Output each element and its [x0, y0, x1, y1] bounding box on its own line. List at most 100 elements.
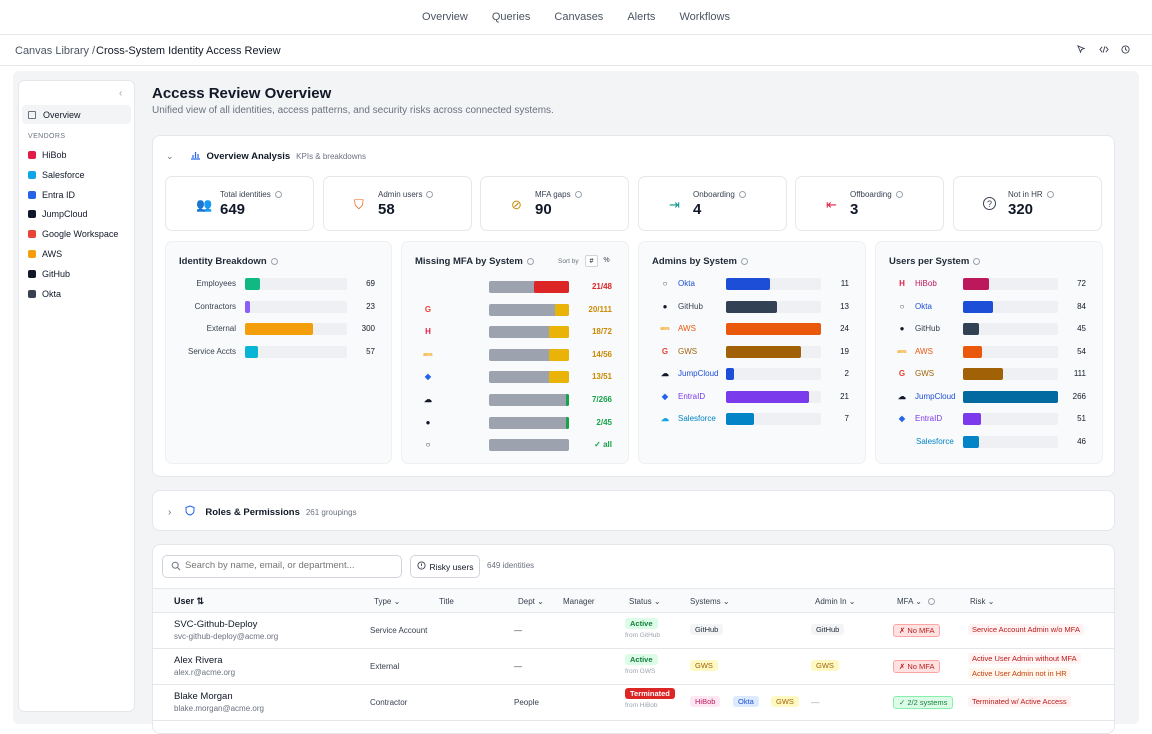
panel-title: Missing MFA by System [415, 256, 534, 267]
roles-count: 261 groupings [305, 507, 357, 517]
kpi-label: Not in HR [1008, 190, 1054, 199]
sidebar-item-aws[interactable]: AWS [28, 249, 62, 259]
system-label: AWS [678, 324, 696, 333]
admin-badge: GitHub [811, 624, 845, 635]
table-row[interactable]: Blake Morgan blake.morgan@acme.org Contrac… [153, 685, 1114, 721]
header-mfa[interactable]: MFA ⌄ [897, 597, 936, 606]
status-badge: Active [625, 654, 658, 665]
mfa-gap-value: 2/45 [596, 417, 612, 427]
kpi-label: Admin users [378, 190, 434, 199]
sidebar-item-entra-id[interactable]: Entra ID [28, 190, 75, 200]
search-field[interactable] [185, 560, 395, 571]
risky-users-button[interactable]: Risky users [410, 555, 480, 578]
breadcrumb-parent[interactable]: Canvas Library / [15, 45, 96, 57]
header-status[interactable]: Status ⌄ [629, 597, 661, 606]
chevron-down-icon[interactable]: ⌄ [166, 151, 174, 161]
bar-track [963, 345, 1058, 358]
sidebar-item-salesforce[interactable]: Salesforce [28, 170, 85, 180]
mfa-gap-value: 21/48 [591, 282, 612, 291]
header-dept[interactable]: Dept ⌄ [518, 597, 544, 606]
overview-header[interactable]: ⌄ Overview Analysis KPIs & breakdowns [166, 150, 366, 163]
bar-value: 51 [1077, 414, 1086, 423]
sidebar-item-okta[interactable]: Okta [28, 289, 61, 299]
risk-tag: Active User Admin not in HR [968, 668, 1071, 679]
kpi-card-total-identities[interactable]: 👥 Total identities 649 [165, 176, 314, 231]
info-icon [426, 191, 434, 199]
roles-header[interactable]: › Roles & Permissions 261 groupings [168, 505, 357, 519]
kpi-label: Total identities [220, 190, 282, 199]
bar-value: 23 [366, 301, 375, 311]
mfa-gap-value: 13/51 [591, 372, 612, 382]
github-icon: ● [662, 301, 668, 311]
sidebar-item-hibob[interactable]: HiBob [28, 150, 67, 160]
header-type[interactable]: Type ⌄ [374, 597, 401, 606]
search-input[interactable] [162, 555, 402, 578]
aws-icon: aws [897, 348, 907, 355]
system-label: GitHub [915, 324, 940, 333]
bar-value: 21 [840, 391, 849, 401]
nav-tab-alerts[interactable]: Alerts [627, 11, 656, 23]
bar-value: 11 [840, 279, 849, 288]
bar-label: Employees [196, 279, 236, 288]
mfa-gap-bar [549, 348, 569, 361]
sidebar-item-overview[interactable]: Overview [22, 105, 131, 124]
system-label: GitHub [678, 301, 703, 311]
bar-track [963, 435, 1058, 448]
bar-label: Contractors [194, 301, 236, 311]
roles-card[interactable] [152, 490, 1115, 531]
sort-count-button[interactable]: # [585, 255, 598, 267]
kpi-card-not-in-hr[interactable]: ? Not in HR 320 [953, 176, 1102, 231]
info-icon [928, 598, 936, 606]
panel-title: Users per System [889, 256, 981, 267]
code-icon[interactable] [1099, 45, 1109, 57]
entra-icon: ◆ [424, 372, 432, 382]
header-title[interactable]: Title [439, 597, 454, 606]
history-icon[interactable] [1121, 45, 1130, 57]
nav-tab-canvases[interactable]: Canvases [554, 11, 604, 23]
kpi-card-offboarding[interactable]: ⇤ Offboarding 3 [795, 176, 944, 231]
nav-tab-overview[interactable]: Overview [422, 11, 468, 23]
bar-value: 266 [1072, 391, 1086, 401]
info-icon [274, 191, 282, 199]
kpi-card-admin-users[interactable]: ⛉ Admin users 58 [323, 176, 472, 231]
system-label: AWS [915, 346, 933, 356]
okta-icon [423, 282, 433, 292]
mfa-badge: ✗ No MFA [893, 660, 941, 673]
sidebar-item-jumpcloud[interactable]: JumpCloud [28, 209, 88, 219]
bar-track [489, 439, 569, 452]
question-icon: ? [983, 197, 996, 210]
cursor-icon[interactable] [1077, 45, 1086, 57]
chevron-right-icon[interactable]: › [168, 506, 172, 518]
header-admin-in[interactable]: Admin In ⌄ [815, 597, 856, 606]
bar-value: 45 [1077, 324, 1086, 333]
jumpcloud-icon: ☁ [898, 391, 906, 401]
table-header: User ⇅ Type ⌄ Title Dept ⌄ Manager Statu… [153, 588, 1114, 613]
table-row[interactable]: SVC-Github-Deploy svc-github-deploy@acme.… [153, 613, 1114, 649]
mfa-badge: ✓ 2/2 systems [893, 696, 954, 709]
header-user[interactable]: User ⇅ [174, 596, 205, 606]
google-icon: G [424, 304, 432, 314]
sort-percent-button[interactable]: % [603, 257, 610, 264]
header-manager[interactable]: Manager [563, 597, 595, 606]
header-systems[interactable]: Systems ⌄ [690, 597, 730, 606]
bar-value: 46 [1077, 436, 1086, 446]
bar-aws [963, 345, 983, 358]
sidebar-item-google-workspace[interactable]: Google Workspace [28, 229, 118, 239]
collapse-icon[interactable]: ‹ [119, 88, 123, 99]
bar-label: Service Accts [187, 346, 236, 356]
user-name: Blake Morgan [174, 691, 233, 702]
risk-tag: Active User Admin without MFA [968, 653, 1081, 664]
bar-track [245, 278, 347, 290]
kpi-card-onboarding[interactable]: ⇥ Onboarding 4 [638, 176, 787, 231]
nav-tab-workflows[interactable]: Workflows [679, 11, 730, 23]
page-subtitle: Unified view of all identities, access p… [152, 105, 554, 116]
header-risk[interactable]: Risk ⌄ [970, 597, 995, 606]
sidebar-item-github[interactable]: GitHub [28, 269, 70, 279]
table-row[interactable]: Alex Rivera alex.r@acme.org External — Activ… [153, 649, 1114, 685]
bar-hibob [963, 278, 989, 290]
info-icon [1046, 191, 1054, 199]
kpi-card-mfa-gaps[interactable]: ⊘ MFA gaps 90 [480, 176, 629, 231]
bar-external [245, 323, 314, 335]
bar-track [489, 394, 569, 406]
nav-tab-queries[interactable]: Queries [491, 11, 531, 23]
